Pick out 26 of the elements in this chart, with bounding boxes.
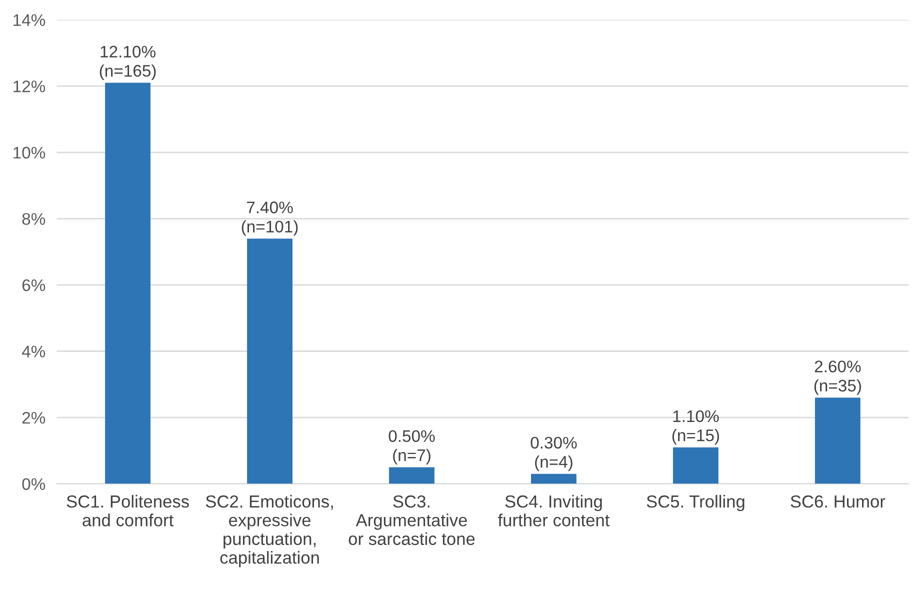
bar <box>105 82 150 484</box>
data-label: 7.40% (n=101) <box>242 202 298 236</box>
y-tick-label: 14% <box>14 14 46 26</box>
data-label: 0.50% (n=7) <box>388 430 435 464</box>
bar <box>247 238 292 484</box>
y-tick-label: 4% <box>22 346 46 358</box>
y-tick-label: 12% <box>14 80 46 92</box>
x-tick-label: SC4. Inviting further content <box>498 494 610 526</box>
y-tick-label: 8% <box>22 213 46 225</box>
y-tick-label: 6% <box>22 279 46 292</box>
data-label: 0.30% (n=4) <box>530 436 577 472</box>
data-label: 2.60% (n=35) <box>814 360 861 395</box>
bar <box>814 398 860 484</box>
bar <box>531 474 576 484</box>
x-tick-label: SC5. Trolling <box>646 494 744 512</box>
x-tick-label: SC6. Humor <box>790 495 886 508</box>
bar <box>672 447 718 484</box>
data-label: 1.10% (n=15) <box>672 410 719 445</box>
y-tick-label: 0% <box>22 478 46 490</box>
x-tick-label: SC2. Emoticons, expressive punctuation, capitalization <box>206 494 333 568</box>
x-tick-label: SC1. Politeness and comfort <box>66 494 189 526</box>
x-tick-label: SC3. Argumentative or sarcastic tone <box>348 495 475 546</box>
y-tick-label: 2% <box>22 412 46 424</box>
data-label: 12.10% (n=165) <box>100 46 156 80</box>
bar <box>389 467 434 484</box>
y-tick-label: 10% <box>14 146 46 159</box>
